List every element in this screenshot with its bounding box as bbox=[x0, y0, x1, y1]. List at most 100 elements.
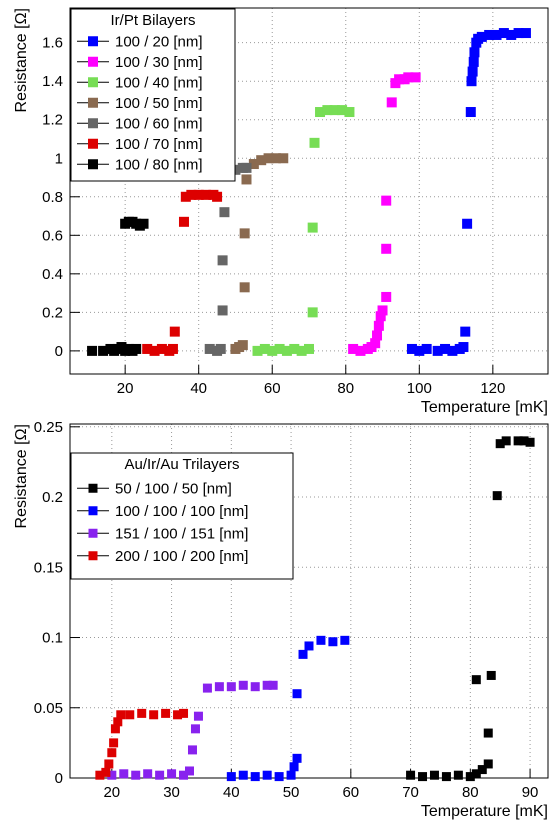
data-point bbox=[270, 153, 281, 164]
data-point bbox=[238, 680, 248, 690]
data-point bbox=[476, 31, 487, 42]
data-point bbox=[337, 105, 348, 116]
x-tick-label: 20 bbox=[103, 784, 120, 801]
legend-box bbox=[70, 452, 294, 580]
data-point bbox=[212, 191, 223, 202]
y-tick-label: 0.1 bbox=[42, 630, 63, 647]
y-tick-label: 1.4 bbox=[42, 73, 63, 90]
data-point bbox=[161, 708, 171, 718]
data-point bbox=[217, 305, 228, 316]
data-point bbox=[458, 342, 469, 353]
data-point bbox=[322, 105, 333, 116]
data-point bbox=[193, 711, 203, 721]
data-point bbox=[491, 29, 502, 40]
legend-entry: 100 / 40 [nm] bbox=[115, 74, 203, 91]
data-point bbox=[263, 153, 274, 164]
data-point bbox=[156, 343, 167, 354]
data-point bbox=[484, 29, 495, 40]
data-point bbox=[204, 343, 215, 354]
legend-marker bbox=[88, 138, 98, 149]
y-tick-label: 0 bbox=[55, 343, 63, 360]
data-point bbox=[238, 770, 248, 780]
data-point bbox=[381, 291, 392, 302]
series-3 bbox=[252, 105, 355, 356]
x-tick-label: 120 bbox=[480, 380, 505, 397]
plot-frame bbox=[69, 423, 549, 779]
data-point bbox=[180, 191, 191, 202]
data-point bbox=[119, 769, 129, 779]
data-point bbox=[486, 670, 496, 680]
data-point bbox=[498, 28, 509, 39]
legend-entry: 100 / 30 [nm] bbox=[115, 54, 203, 71]
data-point bbox=[95, 770, 105, 780]
legend-marker bbox=[88, 506, 98, 516]
data-point bbox=[226, 772, 236, 782]
data-point bbox=[274, 772, 284, 782]
series-1 bbox=[406, 28, 531, 356]
data-point bbox=[274, 343, 285, 354]
series-4 bbox=[95, 708, 189, 780]
data-point bbox=[465, 107, 476, 118]
legend-entry: 100 / 50 [nm] bbox=[115, 95, 203, 112]
data-point bbox=[190, 724, 200, 734]
legend-entry: 151 / 100 / 151 [nm] bbox=[115, 525, 248, 542]
data-point bbox=[267, 345, 278, 356]
data-point bbox=[519, 436, 529, 446]
data-point bbox=[495, 439, 505, 449]
x-tick-label: 50 bbox=[283, 784, 300, 801]
data-point bbox=[406, 770, 416, 780]
data-point bbox=[179, 708, 189, 718]
legend-entry: 100 / 60 [nm] bbox=[115, 115, 203, 132]
data-point bbox=[304, 343, 314, 354]
data-point bbox=[525, 437, 535, 447]
data-point bbox=[492, 491, 502, 501]
data-point bbox=[501, 436, 511, 446]
y-tick-label: 0 bbox=[55, 770, 63, 787]
legend-entry: 100 / 100 / 100 [nm] bbox=[115, 503, 248, 520]
data-point bbox=[440, 343, 451, 354]
data-point bbox=[348, 343, 359, 354]
data-point bbox=[137, 708, 147, 718]
data-point bbox=[248, 159, 259, 170]
data-point bbox=[173, 710, 183, 720]
data-point bbox=[101, 767, 111, 777]
data-point bbox=[239, 228, 250, 239]
data-point bbox=[453, 770, 463, 780]
data-point bbox=[377, 305, 388, 316]
data-point bbox=[471, 675, 481, 685]
data-point bbox=[506, 29, 517, 40]
data-point bbox=[107, 748, 117, 758]
data-point bbox=[110, 724, 120, 734]
x-axis-title: Temperature [mK] bbox=[421, 803, 548, 820]
series-6 bbox=[142, 189, 223, 356]
data-point bbox=[471, 769, 481, 779]
data-point bbox=[441, 772, 451, 782]
data-point bbox=[179, 770, 189, 780]
y-tick-label: 0.15 bbox=[34, 559, 63, 576]
data-point bbox=[421, 343, 432, 354]
data-point bbox=[307, 307, 318, 318]
data-point bbox=[131, 343, 142, 354]
data-point bbox=[355, 345, 366, 356]
data-point bbox=[226, 682, 236, 692]
data-point bbox=[483, 759, 493, 769]
data-point bbox=[142, 343, 153, 354]
data-point bbox=[185, 766, 194, 776]
data-point bbox=[107, 770, 117, 780]
data-point bbox=[250, 682, 260, 692]
legend-marker bbox=[88, 528, 98, 538]
legend-marker bbox=[88, 36, 98, 47]
chart-2: 20 30 40 50 60 70 80 90 0 0.05 0.1 0.15 0.2 0.25 Tempe… bbox=[13, 419, 549, 820]
legend: Au/Ir/Au Trilayers 50 / 100 / 50 [nm] 100 … bbox=[70, 452, 294, 580]
legend: Ir/Pt Bilayers 100 / 20 [nm] 100 / 30 [nm]… bbox=[70, 8, 236, 182]
data-point bbox=[329, 105, 340, 116]
y-axis-title: Resistance [Ω] bbox=[13, 424, 30, 528]
data-point bbox=[289, 343, 300, 354]
data-point bbox=[202, 683, 212, 693]
data-point bbox=[373, 320, 384, 331]
data-point bbox=[386, 97, 397, 108]
data-point bbox=[256, 155, 267, 166]
data-point bbox=[309, 137, 320, 148]
legend-entry: 100 / 80 [nm] bbox=[115, 156, 203, 173]
y-tick-label: 0.8 bbox=[42, 189, 63, 206]
